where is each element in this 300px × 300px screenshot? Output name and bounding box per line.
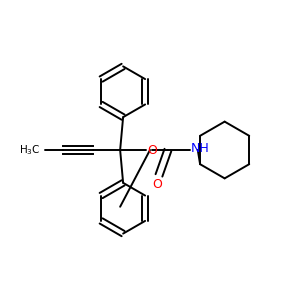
Text: NH: NH — [191, 142, 210, 155]
Text: H$_3$C: H$_3$C — [20, 143, 41, 157]
Text: O: O — [147, 143, 157, 157]
Text: O: O — [152, 178, 162, 191]
